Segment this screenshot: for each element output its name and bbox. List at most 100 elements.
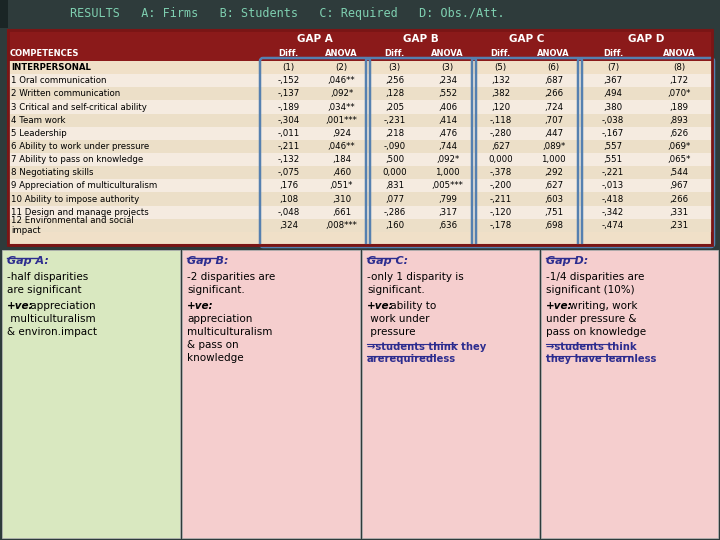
Text: ,626: ,626 <box>670 129 688 138</box>
Text: Gap A:: Gap A: <box>7 256 49 266</box>
Text: ,256: ,256 <box>385 76 404 85</box>
Text: ,967: ,967 <box>670 181 688 191</box>
Text: (2): (2) <box>336 63 348 72</box>
Text: 9 Appreciation of multiculturalism: 9 Appreciation of multiculturalism <box>11 181 157 191</box>
Text: ,500: ,500 <box>385 155 404 164</box>
Text: ,266: ,266 <box>670 194 688 204</box>
Text: -,090: -,090 <box>384 142 405 151</box>
Text: ,380: ,380 <box>603 103 623 111</box>
Text: ,034**: ,034** <box>328 103 355 111</box>
Text: ,046**: ,046** <box>328 76 355 85</box>
Text: (5): (5) <box>495 63 507 72</box>
Text: ,051*: ,051* <box>330 181 354 191</box>
Bar <box>8 47 712 61</box>
Text: →students think they: →students think they <box>367 342 486 352</box>
Text: ,132: ,132 <box>491 76 510 85</box>
Text: ,317: ,317 <box>438 208 457 217</box>
Text: they have learnless: they have learnless <box>546 354 657 364</box>
Text: ,476: ,476 <box>438 129 457 138</box>
Text: ,751: ,751 <box>544 208 563 217</box>
Text: 10 Ability to impose authority: 10 Ability to impose authority <box>11 194 139 204</box>
Text: COMPETENCES: COMPETENCES <box>10 50 79 58</box>
Text: ,744: ,744 <box>438 142 457 151</box>
Text: ,627: ,627 <box>491 142 510 151</box>
Text: 11 Design and manage projects: 11 Design and manage projects <box>11 208 149 217</box>
Text: (8): (8) <box>673 63 685 72</box>
Text: ,184: ,184 <box>332 155 351 164</box>
Text: Gap C:: Gap C: <box>367 256 408 266</box>
Text: multiculturalism: multiculturalism <box>7 314 96 324</box>
Text: ,234: ,234 <box>438 76 457 85</box>
Text: 1,000: 1,000 <box>541 155 566 164</box>
Text: Diff.: Diff. <box>384 50 405 58</box>
Text: -,231: -,231 <box>383 116 405 125</box>
Text: -,132: -,132 <box>277 155 300 164</box>
Text: ,310: ,310 <box>332 194 351 204</box>
Text: ,557: ,557 <box>603 142 623 151</box>
Text: (3): (3) <box>388 63 400 72</box>
Text: 8 Negotiating skills: 8 Negotiating skills <box>11 168 94 177</box>
Text: (3): (3) <box>441 63 454 72</box>
Text: ,924: ,924 <box>332 129 351 138</box>
Text: 12 Environmental and social
impact: 12 Environmental and social impact <box>11 215 134 235</box>
Text: -,189: -,189 <box>277 103 300 111</box>
Bar <box>8 61 712 74</box>
Text: ,603: ,603 <box>544 194 563 204</box>
Text: arerequiredless: arerequiredless <box>367 354 456 364</box>
Text: ,799: ,799 <box>438 194 457 204</box>
Text: 1 Oral communication: 1 Oral communication <box>11 76 107 85</box>
Text: (1): (1) <box>282 63 294 72</box>
Text: Diff.: Diff. <box>603 50 623 58</box>
Text: +ve:: +ve: <box>546 301 572 311</box>
Bar <box>8 127 712 140</box>
Text: ANOVA: ANOVA <box>431 50 464 58</box>
Text: ,552: ,552 <box>438 89 457 98</box>
Text: GAP A: GAP A <box>297 33 333 44</box>
Text: ,065*: ,065* <box>667 155 690 164</box>
Text: 2 Written communication: 2 Written communication <box>11 89 120 98</box>
Text: ,205: ,205 <box>385 103 404 111</box>
Text: -,038: -,038 <box>602 116 624 125</box>
Text: 3 Critical and self-critical ability: 3 Critical and self-critical ability <box>11 103 147 111</box>
Text: -,075: -,075 <box>277 168 300 177</box>
Text: -,048: -,048 <box>277 208 300 217</box>
Text: -,304: -,304 <box>277 116 300 125</box>
Bar <box>0 0 720 28</box>
Text: 0,000: 0,000 <box>488 155 513 164</box>
Text: significant.: significant. <box>367 285 425 295</box>
Text: -,137: -,137 <box>277 89 300 98</box>
Text: ,092*: ,092* <box>330 89 353 98</box>
Text: +ve:: +ve: <box>187 301 214 311</box>
Text: ,092*: ,092* <box>436 155 459 164</box>
Text: -,167: -,167 <box>602 129 624 138</box>
Text: multiculturalism: multiculturalism <box>187 327 272 337</box>
Bar <box>541 250 718 538</box>
Text: ,406: ,406 <box>438 103 457 111</box>
Text: -,342: -,342 <box>602 208 624 217</box>
Bar <box>8 153 712 166</box>
Text: GAP B: GAP B <box>403 33 439 44</box>
Text: ANOVA: ANOVA <box>537 50 570 58</box>
Text: -,378: -,378 <box>490 168 512 177</box>
Text: significant.: significant. <box>187 285 245 295</box>
Text: ,382: ,382 <box>491 89 510 98</box>
Bar <box>8 100 712 113</box>
Bar <box>362 250 539 538</box>
Text: pass on knowledge: pass on knowledge <box>546 327 646 337</box>
Text: 0,000: 0,000 <box>382 168 407 177</box>
Text: ,120: ,120 <box>491 103 510 111</box>
Text: work under: work under <box>367 314 430 324</box>
Text: 4 Team work: 4 Team work <box>11 116 66 125</box>
Text: (6): (6) <box>547 63 559 72</box>
Text: ,218: ,218 <box>385 129 404 138</box>
Text: ,707: ,707 <box>544 116 563 125</box>
Text: under pressure &: under pressure & <box>546 314 636 324</box>
Text: ,698: ,698 <box>544 221 563 230</box>
Text: ,367: ,367 <box>603 76 623 85</box>
Text: ,231: ,231 <box>670 221 688 230</box>
Text: -,221: -,221 <box>602 168 624 177</box>
Text: →students think: →students think <box>546 342 636 352</box>
Text: are significant: are significant <box>7 285 81 295</box>
Text: ,172: ,172 <box>670 76 688 85</box>
Text: ,176: ,176 <box>279 181 298 191</box>
